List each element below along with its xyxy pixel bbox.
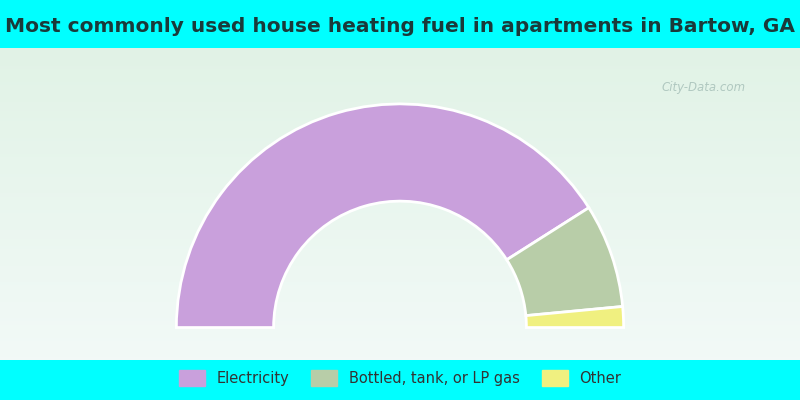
Bar — [0, 360, 800, 400]
Bar — [0, 0, 800, 48]
Wedge shape — [506, 208, 622, 316]
Wedge shape — [176, 104, 589, 328]
Text: City-Data.com: City-Data.com — [662, 82, 746, 94]
Legend: Electricity, Bottled, tank, or LP gas, Other: Electricity, Bottled, tank, or LP gas, O… — [173, 365, 627, 392]
Text: Most commonly used house heating fuel in apartments in Bartow, GA: Most commonly used house heating fuel in… — [5, 16, 795, 36]
Wedge shape — [526, 306, 624, 328]
